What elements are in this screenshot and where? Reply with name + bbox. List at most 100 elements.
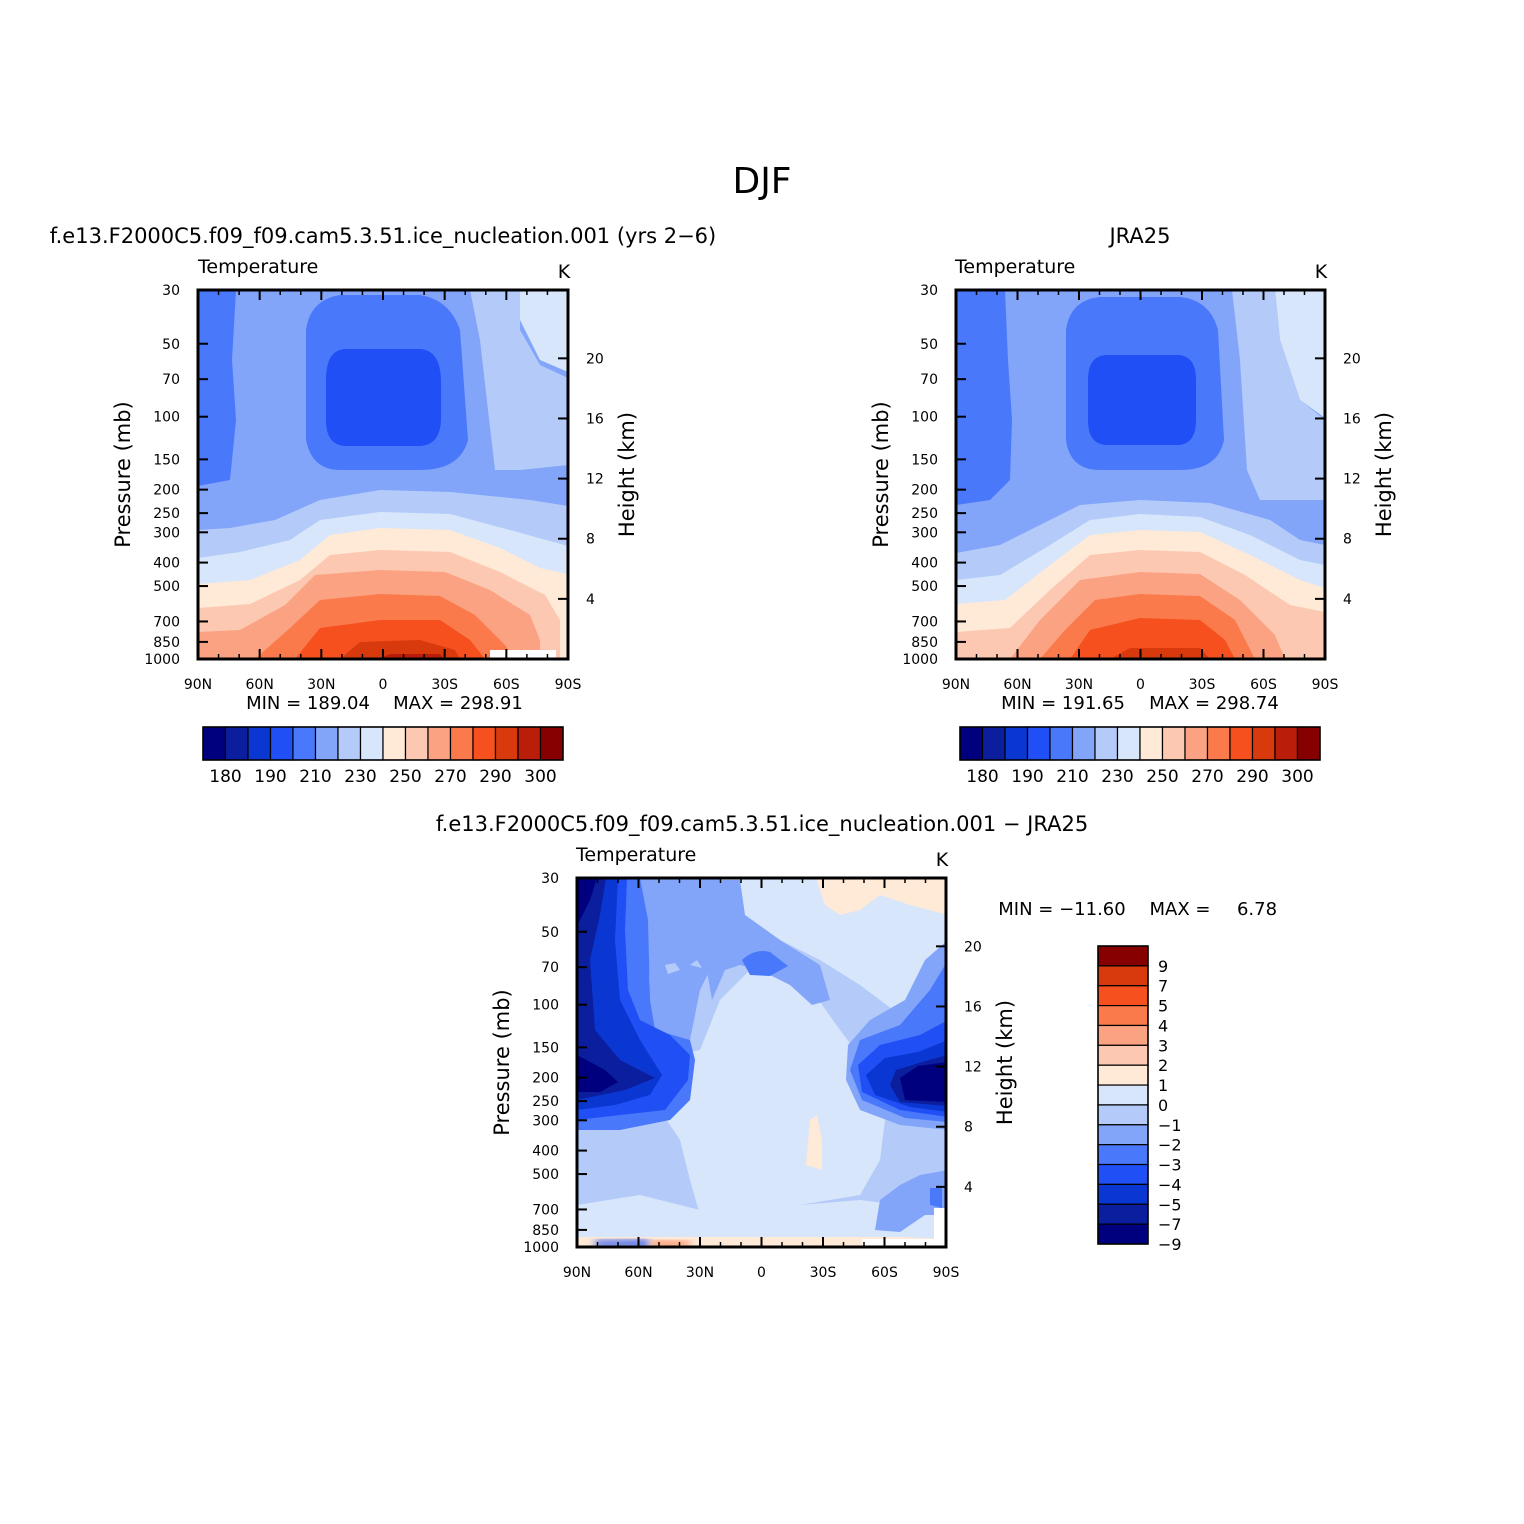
y-tick-label: 400 — [532, 1144, 559, 1160]
y-tick-label: 300 — [911, 525, 938, 541]
colorbar-box — [1026, 726, 1051, 761]
colorbar-box — [269, 726, 294, 761]
y-tick-label: 200 — [532, 1071, 559, 1087]
height-tick-label: 8 — [1343, 532, 1352, 548]
colorbar-box — [224, 726, 249, 761]
y-tick-label: 50 — [541, 925, 559, 941]
colorbar-box — [1097, 1183, 1149, 1205]
colorbar-box — [202, 726, 227, 761]
colorbar-label: 7 — [1158, 977, 1168, 996]
colorbar-box — [1097, 1004, 1149, 1027]
colorbar-box — [314, 726, 339, 761]
colorbar-box — [1184, 726, 1209, 761]
y-tick-label: 150 — [532, 1040, 559, 1056]
panel-obs: JRA25 Temperature K 90N 60N 30N 0 30S 60S 90S … — [869, 224, 1396, 787]
colorbar-model: 180 190 210 230 250 270 290 300 — [202, 726, 564, 787]
colorbar-label: 190 — [254, 767, 286, 787]
units-label-obs: K — [1315, 261, 1328, 283]
min-label-diff: MIN = −11.60 — [998, 899, 1125, 920]
colorbar-box — [1206, 726, 1231, 761]
colorbar-label: 250 — [1146, 767, 1178, 787]
colorbar-box — [427, 726, 452, 761]
x-axis-model: 90N 60N 30N 0 30S 60S 90S — [184, 290, 582, 693]
colorbar-box — [1097, 1024, 1149, 1046]
colorbar-box — [1116, 726, 1141, 761]
colorbar-label: 270 — [1191, 767, 1223, 787]
contour-field-diff — [577, 878, 946, 1247]
max-value-diff: 6.78 — [1237, 899, 1277, 920]
x-tick-label: 90S — [1312, 677, 1339, 693]
colorbar-box — [1161, 726, 1186, 761]
x-tick-label: 90N — [184, 677, 212, 693]
colorbar-label: 0 — [1158, 1096, 1168, 1115]
y-tick-label: 150 — [153, 452, 180, 468]
panel-diff: f.e13.F2000C5.f09_f09.cam5.3.51.ice_nucl… — [436, 812, 1277, 1281]
colorbar-box — [1097, 965, 1149, 987]
x-tick-label: 60S — [1250, 677, 1277, 693]
colorbar-outline — [959, 726, 1321, 761]
y-tick-label: 700 — [911, 614, 938, 630]
max-label-obs: MAX = 298.74 — [1149, 693, 1279, 714]
x-tick-label: 0 — [757, 1265, 766, 1281]
x-tick-label: 0 — [379, 677, 388, 693]
x-tick-label: 90N — [563, 1265, 591, 1281]
max-label-model: MAX = 298.91 — [393, 693, 523, 714]
colorbar-box — [1097, 1144, 1149, 1166]
colorbar-label: 210 — [299, 767, 331, 787]
y-axis-title: Pressure (mb) — [869, 401, 893, 548]
y-tick-label: 250 — [153, 506, 180, 522]
y-axis-title: Pressure (mb) — [111, 401, 135, 548]
y-tick-label: 500 — [911, 579, 938, 595]
colorbar-label: 270 — [434, 767, 466, 787]
panel-model: f.e13.F2000C5.f09_f09.cam5.3.51.ice_nucl… — [50, 224, 716, 787]
y-tick-label: 100 — [532, 998, 559, 1014]
y-tick-label: 50 — [162, 337, 180, 353]
y-tick-label: 500 — [532, 1167, 559, 1183]
colorbar-label: 5 — [1158, 997, 1168, 1016]
x-tick-label: 90S — [555, 677, 582, 693]
colorbar-label: 290 — [1236, 767, 1268, 787]
colorbar-label: −1 — [1158, 1116, 1182, 1135]
x-tick-label: 60S — [493, 677, 520, 693]
height-tick-label: 4 — [1343, 592, 1352, 608]
x-axis-diff: 90N 60N 30N 0 30S 60S 90S — [563, 878, 959, 1281]
colorbar-box — [1139, 726, 1164, 761]
y-tick-label: 30 — [162, 283, 180, 299]
colorbar-label: 3 — [1158, 1036, 1168, 1055]
colorbar-label: 1 — [1158, 1076, 1168, 1095]
colorbar-outline — [1097, 945, 1149, 1245]
y-tick-label: 1000 — [523, 1240, 559, 1256]
x-tick-label: 90N — [942, 677, 970, 693]
colorbar-label: 230 — [344, 767, 376, 787]
colorbar-box — [337, 726, 362, 761]
y-tick-label: 700 — [532, 1202, 559, 1218]
colorbar-box — [359, 726, 384, 761]
colorbar-box — [1094, 726, 1119, 761]
colorbar-label: 300 — [524, 767, 556, 787]
y-tick-label: 70 — [541, 960, 559, 976]
x-tick-label: 60N — [624, 1265, 652, 1281]
y-tick-label: 100 — [153, 410, 180, 426]
y-tick-label: 850 — [153, 635, 180, 651]
left-string-obs: Temperature — [954, 256, 1075, 278]
colorbar-box — [404, 726, 429, 761]
colorbar-label: 250 — [389, 767, 421, 787]
height-tick-label: 12 — [586, 472, 604, 488]
height-tick-label: 4 — [964, 1180, 973, 1196]
height-tick-label: 8 — [964, 1120, 973, 1136]
y-axis-title-right: Height (km) — [993, 1000, 1017, 1125]
colorbar-box — [1049, 726, 1074, 761]
colorbar-box — [1097, 1084, 1149, 1106]
colorbar-box — [1274, 726, 1299, 761]
colorbar-box — [472, 726, 497, 761]
colorbar-box — [292, 726, 317, 761]
colorbar-outline — [202, 726, 564, 761]
y-tick-label: 250 — [532, 1094, 559, 1110]
x-tick-label: 30S — [431, 677, 458, 693]
height-tick-label: 4 — [586, 592, 595, 608]
colorbar-label: 230 — [1101, 767, 1133, 787]
height-tick-label: 12 — [1343, 472, 1361, 488]
